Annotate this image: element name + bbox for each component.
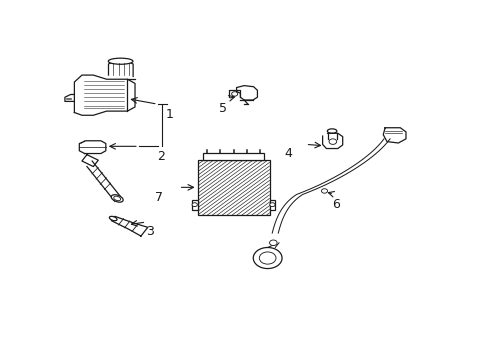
Text: 6: 6 (332, 198, 340, 211)
Circle shape (231, 92, 237, 96)
Circle shape (269, 203, 274, 207)
Ellipse shape (111, 195, 123, 202)
Circle shape (328, 139, 336, 144)
Ellipse shape (109, 216, 117, 221)
Ellipse shape (326, 129, 336, 133)
Polygon shape (74, 75, 135, 115)
Text: 5: 5 (218, 102, 226, 115)
Circle shape (259, 252, 275, 264)
Polygon shape (383, 128, 405, 143)
Ellipse shape (108, 58, 133, 64)
Text: 3: 3 (146, 225, 154, 238)
Text: 1: 1 (165, 108, 173, 121)
Polygon shape (108, 61, 133, 76)
Bar (197, 159, 269, 215)
Text: 7: 7 (155, 191, 163, 204)
Polygon shape (111, 216, 147, 236)
Text: 4: 4 (284, 148, 292, 161)
Bar (191, 200, 197, 210)
Polygon shape (236, 86, 257, 100)
Polygon shape (65, 94, 74, 102)
Circle shape (192, 203, 197, 207)
Ellipse shape (114, 196, 121, 201)
Text: 2: 2 (156, 150, 164, 163)
Bar (269, 200, 275, 210)
Polygon shape (79, 141, 105, 153)
Circle shape (253, 247, 282, 269)
Circle shape (269, 240, 277, 246)
Polygon shape (228, 90, 240, 97)
Polygon shape (82, 155, 98, 167)
Polygon shape (322, 133, 342, 149)
Circle shape (321, 189, 327, 193)
Bar (203, 153, 264, 159)
